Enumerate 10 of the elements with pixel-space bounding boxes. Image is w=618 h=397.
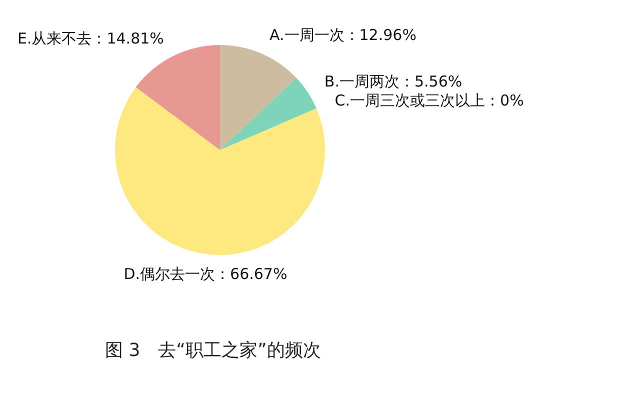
slice-label: E.从来不去：14.81%	[17, 29, 164, 48]
category-label: C.一周三次或三次以上：0%	[334, 92, 524, 110]
pie-slice	[115, 87, 325, 255]
slice-label: B.一周两次：5.56%	[324, 72, 462, 90]
pie-slice	[220, 78, 316, 150]
pie-slice	[136, 45, 220, 150]
slice-label: D.偶尔去一次：66.67%	[124, 265, 288, 284]
pie-slice	[220, 45, 296, 150]
text: 图 3 去“职工之家”的频次	[105, 340, 321, 361]
slice-label: A.一周一次：12.96%	[270, 26, 416, 44]
